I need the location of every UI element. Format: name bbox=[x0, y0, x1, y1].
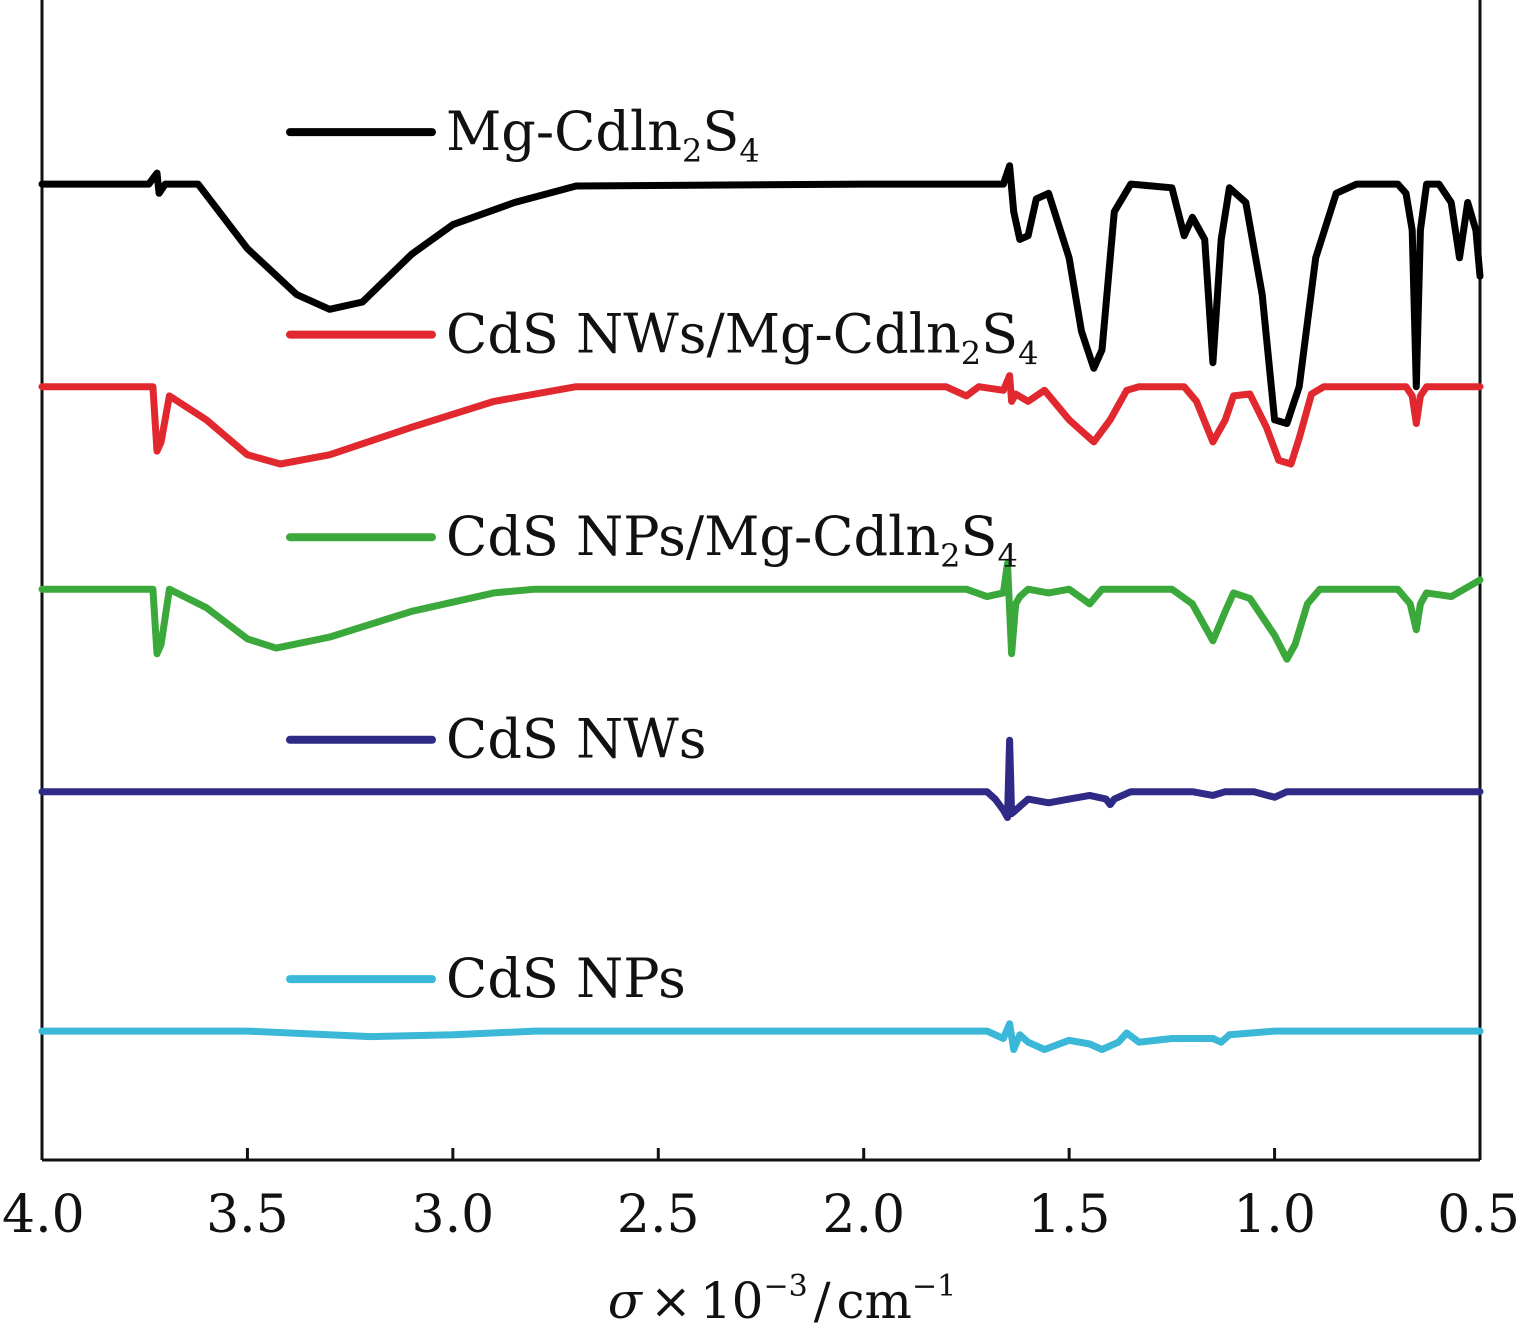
x-axis-symbol: σ bbox=[608, 1272, 644, 1330]
x-ticks: 4.0 3.5 3.0 2.5 2.0 1.5 1.0 0.5 bbox=[2, 1148, 1520, 1245]
legend-entries: Mg-Cdln2S4 CdS NWs/Mg-Cdln2S4 CdS NPs/Mg-C… bbox=[286, 100, 1038, 1010]
x-axis-base: 10 bbox=[700, 1272, 764, 1330]
x-tick-label: 0.5 bbox=[1437, 1185, 1520, 1245]
x-tick-label: 3.5 bbox=[206, 1185, 289, 1245]
x-axis-unit: cm bbox=[837, 1272, 912, 1330]
series-line-3 bbox=[38, 736, 1484, 821]
legend-label-4: CdS NPs bbox=[446, 947, 686, 1010]
x-tick-label: 2.0 bbox=[822, 1185, 905, 1245]
spectra-curves bbox=[38, 162, 1484, 1053]
x-tick-label: 1.5 bbox=[1028, 1185, 1111, 1245]
series-line-2 bbox=[38, 559, 1484, 663]
plot-area bbox=[40, 0, 1482, 1162]
x-tick-label: 2.5 bbox=[617, 1185, 700, 1245]
x-tick-label: 1.0 bbox=[1233, 1185, 1316, 1245]
x-axis-title: σ × 10−3/cm−1 bbox=[608, 1269, 956, 1330]
legend-label-1: CdS NWs/Mg-Cdln2S4 bbox=[446, 303, 1038, 373]
x-axis-unit-exponent: −1 bbox=[912, 1269, 956, 1304]
legend-label-3: CdS NWs bbox=[446, 708, 707, 771]
legend-label-2: CdS NPs/Mg-Cdln2S4 bbox=[446, 505, 1018, 575]
series-line-4 bbox=[38, 1020, 1484, 1053]
x-axis-times: × bbox=[650, 1272, 692, 1330]
series-line-0 bbox=[38, 162, 1484, 427]
x-axis-slash: / bbox=[814, 1272, 831, 1330]
legend-label-0: Mg-Cdln2S4 bbox=[446, 100, 760, 170]
x-axis-exponent: −3 bbox=[763, 1269, 807, 1304]
x-tick-label: 3.0 bbox=[412, 1185, 495, 1245]
x-tick-label: 4.0 bbox=[2, 1185, 85, 1245]
series-line-1 bbox=[38, 372, 1484, 468]
